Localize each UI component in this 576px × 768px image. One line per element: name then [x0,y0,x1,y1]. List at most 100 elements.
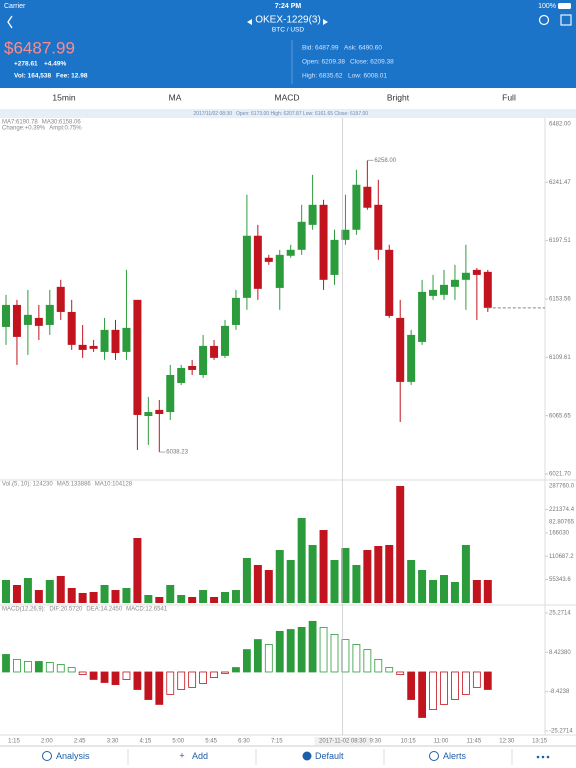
toolbar [0,88,576,109]
volume-bar [12,584,21,603]
search-button[interactable] [538,14,550,26]
macd-bar [385,667,394,673]
macd-bar [352,644,361,673]
candle-body [330,239,339,275]
candle-body [166,374,175,413]
next-button[interactable] [323,19,328,25]
candle-body [341,229,350,240]
macd-bar [111,671,120,685]
y-tick-label: 8.42380 [549,650,571,656]
more-button[interactable] [536,755,550,759]
macd-bar [275,630,284,673]
interval-button[interactable]: 15min [52,92,75,102]
ma-marker-label: 82.80765 [549,520,575,526]
candle-body [374,204,383,250]
change: +278.61 [14,61,38,68]
volume-bar [440,575,448,603]
ma-button[interactable]: MA [169,92,182,102]
x-tick-label: 5:45 [205,739,217,745]
volume: Vol: 164,538 [14,73,51,80]
macd-bar [199,671,208,684]
fee: Fee: 12.98 [56,73,88,80]
volume-bar [111,590,120,603]
macd-bar [363,649,372,673]
y-tick-label: 6109.61 [549,355,571,361]
candle-body [45,304,54,325]
volume-bar [210,596,219,603]
volume-bar [231,590,240,603]
volume-bar [199,590,208,603]
candle-body [67,311,76,345]
battery-text: 100% [538,3,556,10]
legend-entry: MA30:6158.06 [42,120,82,126]
y-tick-label: 166030 [549,530,570,536]
macd-bar [232,667,240,673]
fullscreen-button[interactable]: Full [502,92,516,102]
legend-entry: DIF:20.5720 [49,607,83,613]
macd-bar [253,639,262,673]
volume-bar [319,530,328,603]
y-tick-label: 221374.4 [549,507,575,513]
macd-bar [56,664,65,673]
macd-bar [418,671,427,718]
macd-bar [242,649,251,673]
volume-bar [461,544,470,603]
volume-bar [2,579,10,603]
x-tick-label: 7:15 [271,739,283,745]
macd-bar [407,671,416,700]
volume-bar [177,595,186,603]
macd-bar [188,671,197,688]
volume-bar [297,518,306,603]
tab-add[interactable]: Add [192,751,208,761]
macd-bar [330,634,339,673]
volume-bar [264,570,273,603]
info-ohlc: Open: 6173.00 High: 6207.87 Low: 6161.65… [236,111,368,117]
tab-analysis[interactable]: Analysis [56,751,90,761]
macd-bar [374,658,383,673]
candle-body [122,327,131,352]
candle-body [385,249,394,316]
prev-button[interactable] [247,19,252,25]
candle-body [78,344,87,350]
macd-bar [78,671,87,675]
tab-default[interactable]: Default [315,751,344,761]
y-tick-label: -8.4238 [549,689,570,695]
volume-bar [34,590,43,603]
legend-entry: MACD(12,26,9): [2,607,46,613]
top-price-label: 6482.00 [549,122,571,128]
legend-entry: MA10:104128 [95,482,133,488]
macd-bar [319,627,328,673]
macd-bar [45,662,54,673]
macd-bar [210,671,218,678]
volume-bar [418,570,427,603]
candle-body [155,409,164,415]
volume-bar [144,595,153,603]
candle-body [210,345,219,358]
macd-bar [308,620,317,673]
tab-alerts[interactable]: Alerts [443,751,467,761]
share-button[interactable] [560,14,572,26]
volume-bar [330,559,339,603]
pair-subtitle: BTC / USD [272,27,304,34]
candle-body [188,365,197,370]
macd-bar [34,661,43,673]
macd-bar [451,671,459,700]
y-tick-label: 6153.56 [549,297,571,303]
macd-bar [67,667,76,673]
macd-button[interactable]: MACD [274,92,299,102]
volume-bar [166,584,175,603]
theme-button[interactable]: Bright [387,92,410,102]
volume-bar [242,558,251,603]
candle-body [23,314,32,325]
y-tick-label: 6197.51 [549,238,571,244]
volume-bar [450,581,459,603]
volume-bar [286,559,295,603]
back-button[interactable] [7,15,13,29]
y-tick-label: 6065.65 [549,413,571,419]
candle-body [450,279,459,287]
volume-bar [352,564,361,603]
candle-body [297,221,306,250]
x-tick-label: 3:30 [107,739,119,745]
alerts-icon [429,751,439,761]
